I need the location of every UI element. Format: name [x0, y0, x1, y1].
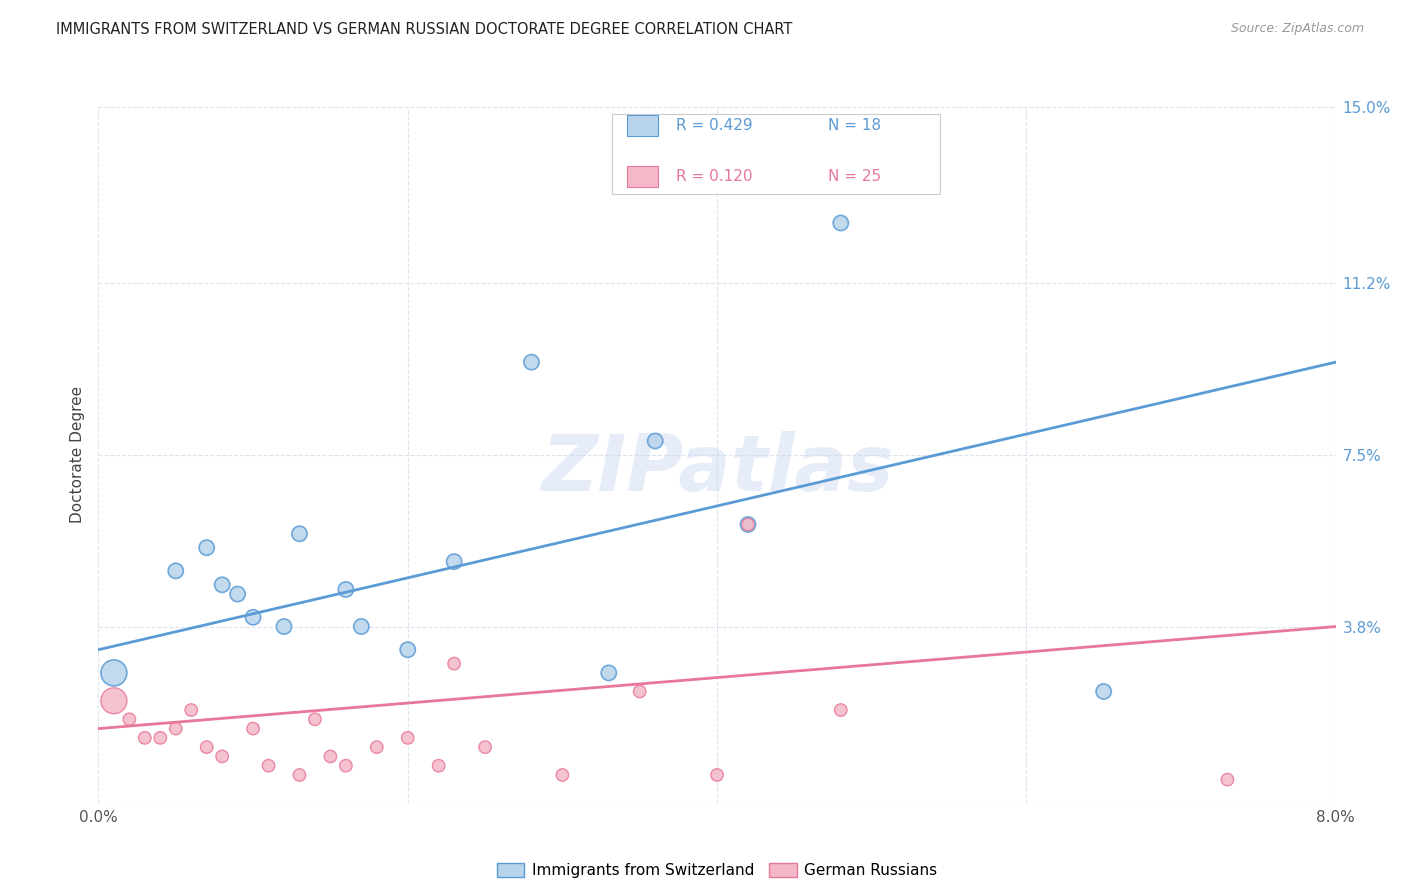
Text: R = 0.429: R = 0.429 [676, 119, 752, 133]
Point [180, 703, 202, 717]
Point [304, 712, 326, 726]
Point [335, 758, 357, 772]
Point [257, 758, 280, 772]
Point [551, 768, 574, 782]
Point [520, 355, 543, 369]
Point [134, 731, 156, 745]
Point [118, 712, 141, 726]
Y-axis label: Doctorate Degree: Doctorate Degree [70, 386, 86, 524]
Point [1092, 684, 1115, 698]
Point [242, 722, 264, 736]
Point [165, 722, 187, 736]
Point [443, 555, 465, 569]
Point [273, 619, 295, 633]
Legend: Immigrants from Switzerland, German Russians: Immigrants from Switzerland, German Russ… [489, 855, 945, 886]
Point [242, 610, 264, 624]
Point [165, 564, 187, 578]
Point [598, 665, 620, 680]
Point [830, 216, 852, 230]
Point [396, 642, 419, 657]
Point [830, 703, 852, 717]
Point [288, 526, 311, 541]
Point [659, 155, 682, 169]
Point [427, 758, 450, 772]
Point [103, 665, 125, 680]
Point [103, 694, 125, 708]
Point [474, 740, 496, 755]
Point [628, 684, 651, 698]
Text: R = 0.120: R = 0.120 [676, 169, 752, 184]
Point [737, 517, 759, 532]
Point [211, 749, 233, 764]
Point [366, 740, 388, 755]
Bar [627, 166, 658, 187]
Point [644, 434, 666, 448]
Point [195, 740, 218, 755]
Text: ZIPatlas: ZIPatlas [541, 431, 893, 507]
Point [149, 731, 172, 745]
Point [396, 731, 419, 745]
Point [350, 619, 373, 633]
Point [319, 749, 342, 764]
FancyBboxPatch shape [612, 114, 939, 194]
Text: Source: ZipAtlas.com: Source: ZipAtlas.com [1230, 22, 1364, 36]
Point [211, 578, 233, 592]
Text: N = 18: N = 18 [828, 119, 882, 133]
Point [443, 657, 465, 671]
Point [288, 768, 311, 782]
Point [737, 517, 759, 532]
Text: IMMIGRANTS FROM SWITZERLAND VS GERMAN RUSSIAN DOCTORATE DEGREE CORRELATION CHART: IMMIGRANTS FROM SWITZERLAND VS GERMAN RU… [56, 22, 793, 37]
Point [1216, 772, 1239, 787]
Point [226, 587, 249, 601]
Text: N = 25: N = 25 [828, 169, 882, 184]
Point [706, 768, 728, 782]
Bar [627, 115, 658, 136]
Point [195, 541, 218, 555]
Point [335, 582, 357, 597]
